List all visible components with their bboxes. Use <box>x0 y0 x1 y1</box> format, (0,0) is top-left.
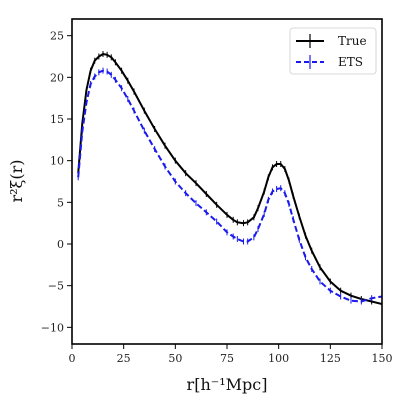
series-line-ets <box>77 69 383 303</box>
legend-true-label: True <box>338 34 367 48</box>
x-tick-label: 125 <box>320 352 341 365</box>
series-ets <box>77 67 383 305</box>
y-tick-label: 20 <box>50 71 64 84</box>
x-tick-label: 150 <box>372 352 393 365</box>
y-tick-label: −5 <box>48 280 64 293</box>
y-axis-label: r²ξ(r) <box>7 159 26 202</box>
x-tick-label: 50 <box>168 352 182 365</box>
x-tick-label: 0 <box>69 352 76 365</box>
legend-ets-label: ETS <box>338 55 363 69</box>
plot-layer <box>77 51 383 307</box>
axis-ticks: 0 25 50 75 100 125 150 −10 −5 0 5 10 15 20 25 <box>41 30 393 365</box>
y-tick-label: 15 <box>50 113 64 126</box>
x-tick-label: 75 <box>220 352 234 365</box>
legend: True ETS <box>289 27 377 75</box>
y-tick-label: 25 <box>50 30 64 43</box>
series-true <box>77 51 383 307</box>
x-axis-label: r[h⁻¹Mpc] <box>187 375 268 394</box>
x-tick-label: 25 <box>117 352 131 365</box>
y-tick-label: −10 <box>41 321 64 334</box>
legend-box <box>289 27 377 75</box>
y-tick-label: 10 <box>50 155 64 168</box>
series-line-true <box>77 53 383 305</box>
x-tick-label: 100 <box>268 352 289 365</box>
y-tick-label: 0 <box>57 238 64 251</box>
y-tick-label: 5 <box>57 196 64 209</box>
